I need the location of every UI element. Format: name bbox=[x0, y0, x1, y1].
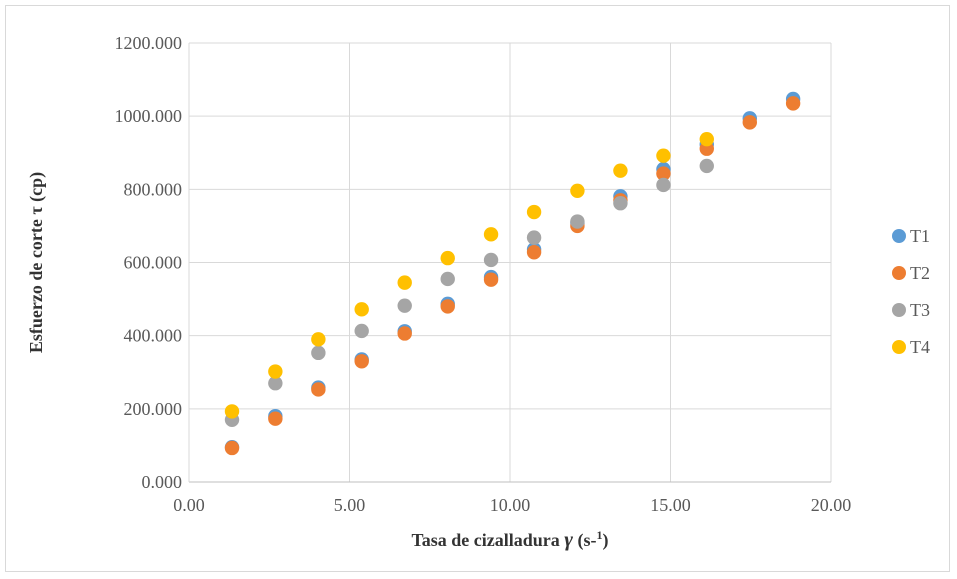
legend-marker-t1 bbox=[892, 229, 906, 243]
x-tick-label: 10.00 bbox=[490, 495, 531, 515]
x-tick-label: 15.00 bbox=[650, 495, 691, 515]
data-point-t4 bbox=[570, 183, 585, 198]
data-point-t2 bbox=[785, 96, 801, 111]
data-point-t4 bbox=[397, 275, 412, 290]
y-tick-label: 800.000 bbox=[124, 179, 183, 199]
legend-marker-t4 bbox=[892, 340, 906, 354]
data-point-t2 bbox=[742, 115, 757, 130]
x-axis-title-superscript: 1 bbox=[597, 528, 603, 542]
x-axis-title-close: ) bbox=[603, 530, 609, 551]
y-tick-label: 1000.000 bbox=[115, 106, 183, 126]
data-point-t3 bbox=[526, 230, 542, 245]
x-axis-title: Tasa de cizalladura γ (s-1) bbox=[411, 527, 608, 551]
data-point-t3 bbox=[354, 323, 369, 339]
data-point-t4 bbox=[311, 332, 326, 347]
data-point-t2 bbox=[268, 411, 283, 426]
y-axis-ticks: 0.000 200.000 400.000 600.000 800.000 1000.00… bbox=[115, 33, 183, 492]
legend-marker-t3 bbox=[892, 303, 906, 317]
data-point-t2 bbox=[311, 382, 326, 397]
legend-label-t3: T3 bbox=[910, 300, 930, 320]
gridlines bbox=[188, 42, 832, 483]
y-tick-label: 1200.000 bbox=[115, 33, 183, 53]
data-point-t2 bbox=[354, 354, 369, 369]
data-point-t3 bbox=[311, 345, 326, 361]
data-point-t4 bbox=[526, 204, 542, 220]
data-point-t3 bbox=[268, 376, 283, 391]
data-point-t2 bbox=[483, 272, 499, 287]
data-point-t3 bbox=[699, 158, 714, 174]
data-point-t2 bbox=[397, 326, 412, 341]
x-axis-title-gamma: γ bbox=[564, 527, 573, 551]
data-point-t3 bbox=[397, 298, 412, 313]
y-tick-label: 0.000 bbox=[142, 472, 183, 492]
data-point-t4 bbox=[483, 227, 499, 242]
chart-area: 0.000 200.000 400.000 600.000 800.000 1000.00… bbox=[5, 5, 950, 572]
data-point-t4 bbox=[224, 404, 240, 419]
y-tick-label: 200.000 bbox=[124, 399, 183, 419]
y-tick-label: 400.000 bbox=[124, 326, 183, 346]
data-point-t3 bbox=[570, 214, 585, 229]
data-points bbox=[224, 91, 801, 456]
data-point-t4 bbox=[613, 163, 628, 178]
data-point-t4 bbox=[354, 302, 369, 317]
x-axis-title-main: Tasa de cizalladura bbox=[411, 530, 564, 550]
data-point-t4 bbox=[268, 364, 283, 379]
data-point-t2 bbox=[526, 245, 542, 260]
legend-label-t2: T2 bbox=[910, 263, 930, 283]
legend-label-t4: T4 bbox=[910, 337, 930, 357]
data-point-t2 bbox=[224, 440, 240, 456]
x-tick-label: 0.00 bbox=[173, 495, 205, 515]
data-point-t3 bbox=[483, 252, 499, 268]
legend-marker-t2 bbox=[892, 266, 906, 280]
x-tick-label: 20.00 bbox=[811, 495, 852, 515]
y-tick-label: 600.000 bbox=[124, 253, 183, 273]
data-point-t4 bbox=[656, 148, 671, 163]
legend-label-t1: T1 bbox=[910, 226, 930, 246]
data-point-t3 bbox=[440, 271, 455, 287]
y-axis-title: Esfuerzo de corte τ (cp) bbox=[26, 172, 47, 353]
scatter-plot: 0.000 200.000 400.000 600.000 800.000 1000.00… bbox=[26, 33, 930, 551]
data-point-t4 bbox=[699, 132, 714, 147]
x-tick-label: 5.00 bbox=[334, 495, 366, 515]
data-point-t3 bbox=[656, 177, 671, 193]
data-point-t3 bbox=[613, 196, 628, 211]
data-point-t2 bbox=[656, 166, 671, 181]
x-axis-ticks: 0.00 5.00 10.00 15.00 20.00 bbox=[173, 495, 851, 515]
data-point-t2 bbox=[440, 299, 455, 314]
legend: T1 T2 T3 T4 bbox=[892, 226, 930, 357]
data-point-t4 bbox=[440, 250, 455, 266]
x-axis-title-unit: (s- bbox=[573, 530, 597, 551]
